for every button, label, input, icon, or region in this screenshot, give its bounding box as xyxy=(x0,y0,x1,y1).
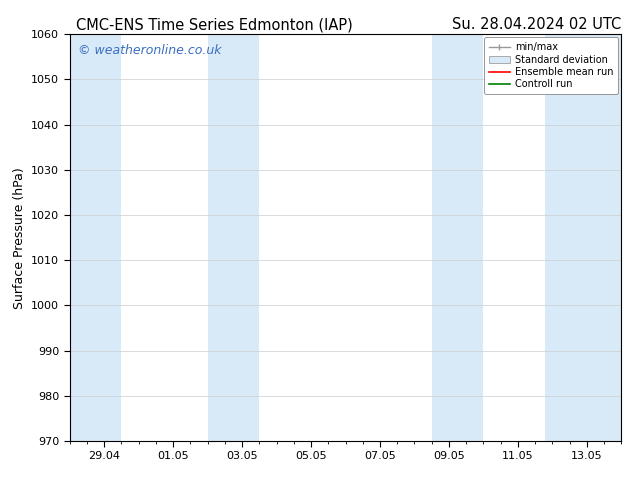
Bar xyxy=(67,34,122,441)
Text: CMC-ENS Time Series Edmonton (IAP): CMC-ENS Time Series Edmonton (IAP) xyxy=(76,17,353,32)
Bar xyxy=(207,34,259,441)
Bar xyxy=(545,34,624,441)
Y-axis label: Surface Pressure (hPa): Surface Pressure (hPa) xyxy=(13,167,25,309)
Legend: min/max, Standard deviation, Ensemble mean run, Controll run: min/max, Standard deviation, Ensemble me… xyxy=(484,37,618,94)
Text: © weatheronline.co.uk: © weatheronline.co.uk xyxy=(78,45,221,57)
Text: Su. 28.04.2024 02 UTC: Su. 28.04.2024 02 UTC xyxy=(452,17,621,32)
Bar xyxy=(432,34,483,441)
